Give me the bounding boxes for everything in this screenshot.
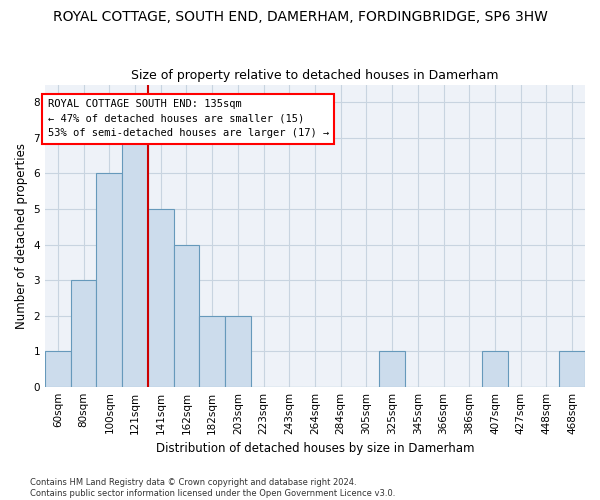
X-axis label: Distribution of detached houses by size in Damerham: Distribution of detached houses by size … bbox=[156, 442, 474, 455]
Bar bbox=[122, 138, 148, 386]
Bar bbox=[71, 280, 97, 386]
Title: Size of property relative to detached houses in Damerham: Size of property relative to detached ho… bbox=[131, 69, 499, 82]
Bar bbox=[482, 351, 508, 386]
Bar bbox=[148, 209, 173, 386]
Bar bbox=[559, 351, 585, 386]
Bar bbox=[173, 244, 199, 386]
Bar bbox=[379, 351, 405, 386]
Y-axis label: Number of detached properties: Number of detached properties bbox=[15, 142, 28, 328]
Bar bbox=[45, 351, 71, 386]
Bar bbox=[225, 316, 251, 386]
Text: ROYAL COTTAGE, SOUTH END, DAMERHAM, FORDINGBRIDGE, SP6 3HW: ROYAL COTTAGE, SOUTH END, DAMERHAM, FORD… bbox=[53, 10, 547, 24]
Bar bbox=[97, 174, 122, 386]
Text: ROYAL COTTAGE SOUTH END: 135sqm
← 47% of detached houses are smaller (15)
53% of: ROYAL COTTAGE SOUTH END: 135sqm ← 47% of… bbox=[47, 99, 329, 138]
Text: Contains HM Land Registry data © Crown copyright and database right 2024.
Contai: Contains HM Land Registry data © Crown c… bbox=[30, 478, 395, 498]
Bar bbox=[199, 316, 225, 386]
